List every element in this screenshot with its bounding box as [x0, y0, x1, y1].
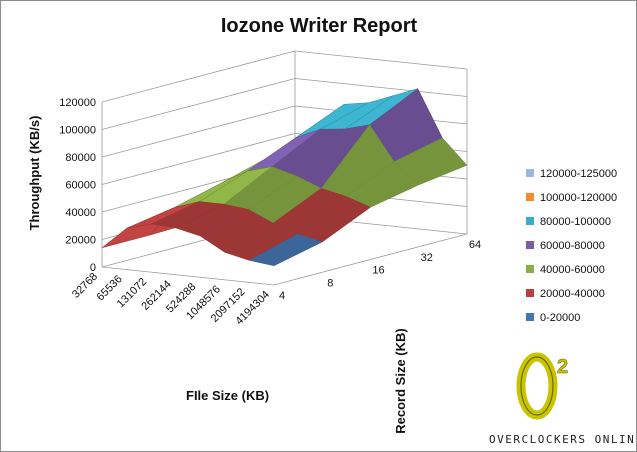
- legend-label: 100000-120000: [540, 192, 617, 204]
- legend-swatch: [526, 289, 534, 297]
- legend-swatch: [526, 217, 534, 225]
- legend: 120000-125000 100000-120000 80000-100000 60…: [526, 168, 617, 324]
- legend-label: 40000-60000: [540, 264, 605, 276]
- legend-label: 120000-125000: [540, 168, 617, 180]
- surface-plot: [101, 88, 468, 267]
- legend-swatch: [526, 193, 534, 201]
- legend-label: 20000-40000: [540, 288, 605, 300]
- z-tick-label: 100000: [59, 125, 96, 137]
- z-tick-label: 120000: [59, 97, 96, 109]
- logo-ring-outline: [520, 356, 554, 416]
- y-tick-label: 16: [372, 265, 384, 277]
- legend-label: 80000-100000: [540, 216, 611, 228]
- y-tick-label: 32: [421, 252, 433, 264]
- y-axis-title: Record Size (KB): [393, 328, 408, 433]
- logo-text: OVERCLOCKERS ONLINE: [489, 433, 636, 446]
- z-axis-title: Throughput (KB/s): [27, 116, 42, 231]
- floor-edge: [101, 233, 468, 286]
- chart-title: Iozone Writer Report: [221, 15, 418, 37]
- z-tick-label: 80000: [65, 152, 96, 164]
- z-tick-label: 60000: [65, 180, 96, 192]
- y-tick-label: 64: [469, 239, 481, 251]
- legend-label: 0-20000: [540, 312, 580, 324]
- legend-swatch: [526, 313, 534, 321]
- logo-superscript: 2: [557, 356, 568, 378]
- x-axis-title: FIle Size (KB): [186, 388, 269, 403]
- legend-swatch: [526, 265, 534, 273]
- surface-cell-6-0: [248, 233, 323, 267]
- legend-label: 60000-80000: [540, 240, 605, 252]
- z-tick-label: 40000: [65, 207, 96, 219]
- y-tick-label: 4: [279, 290, 285, 302]
- z-tick-label: 0: [90, 262, 96, 274]
- legend-swatch: [526, 241, 534, 249]
- legend-swatch: [526, 169, 534, 177]
- y-tick-label: 8: [327, 277, 333, 289]
- z-tick-label: 20000: [65, 235, 96, 247]
- overclockers-online-logo: 2 OVERCLOCKERS ONLINE: [489, 352, 636, 446]
